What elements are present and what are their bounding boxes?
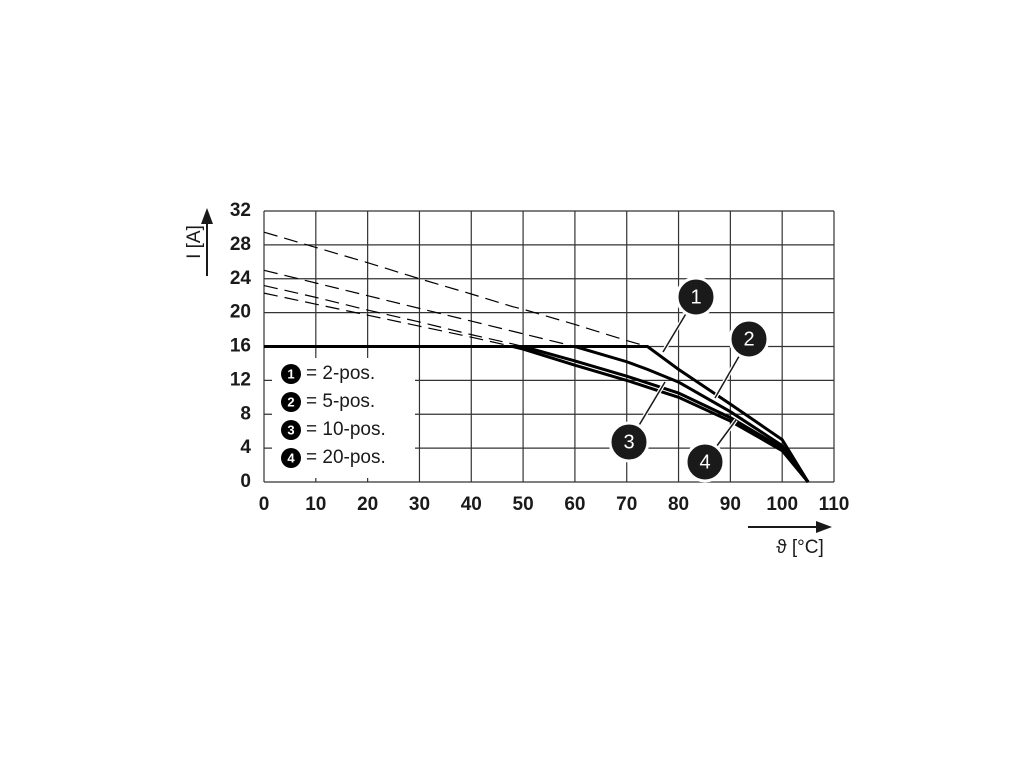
legend-label: = 10-pos.: [306, 419, 386, 440]
dashed-line: [263, 269, 576, 348]
legend-marker: [281, 392, 301, 412]
y-arrowhead: [201, 208, 213, 224]
legend-marker: [281, 364, 301, 384]
y-axis-label: I [A]: [184, 225, 205, 259]
legend-label: = 5-pos.: [306, 391, 375, 412]
legend-marker-label: 3: [287, 422, 294, 437]
callout-bubble: [684, 441, 726, 483]
x-tick-label: 70: [616, 494, 637, 515]
x-tick-label: 40: [461, 494, 482, 515]
x-axis-label: ϑ [°C]: [776, 537, 824, 558]
legend-label: = 2-pos.: [306, 363, 375, 384]
callout-label: 3: [623, 431, 634, 453]
x-tick-label: 10: [305, 494, 326, 515]
legend-marker: [281, 420, 301, 440]
y-tick-label: 4: [240, 437, 251, 458]
x-tick-label: 0: [259, 494, 270, 515]
dashed-line: [263, 284, 524, 348]
legend-marker-label: 2: [287, 394, 294, 409]
x-tick-label: 90: [720, 494, 741, 515]
legend-label: = 20-pos.: [306, 447, 386, 468]
callout-label: 2: [743, 328, 754, 350]
y-tick-label: 8: [240, 403, 251, 424]
callout-label: 1: [690, 286, 701, 308]
callout-label: 4: [699, 451, 710, 473]
y-tick-label: 0: [240, 471, 251, 492]
y-tick-label: 12: [230, 369, 251, 390]
x-tick-label: 20: [357, 494, 378, 515]
y-tick-label: 28: [230, 234, 251, 255]
x-tick-label: 50: [513, 494, 534, 515]
line: [264, 345, 810, 483]
x-tick-label: 60: [564, 494, 585, 515]
x-tick-label: 110: [819, 494, 850, 515]
legend: 1 = 2-pos. 2 = 5-pos. 3 = 10-pos. 4 = 20-pos.: [272, 358, 415, 478]
legend-marker: [281, 448, 301, 468]
callouts: 1 2 3 4: [608, 276, 770, 483]
callout-bubble: [608, 421, 650, 463]
x-arrowhead: [816, 521, 832, 533]
plot: [263, 231, 810, 483]
callout-bubble: [675, 276, 717, 318]
y-tick-label: 32: [230, 200, 251, 221]
legend-marker-label: 4: [287, 450, 295, 465]
x-tick-label: 80: [668, 494, 689, 515]
callout-bubble: [728, 318, 770, 360]
x-tick-label: 100: [766, 494, 798, 515]
x-tick-label: 30: [409, 494, 430, 515]
y-tick-label: 16: [230, 336, 251, 357]
y-tick-label: 24: [230, 268, 252, 289]
y-tick-label: 20: [230, 302, 251, 323]
dashed-line: [263, 292, 513, 348]
dashed-line: [263, 231, 648, 348]
legend-marker-label: 1: [287, 366, 294, 381]
